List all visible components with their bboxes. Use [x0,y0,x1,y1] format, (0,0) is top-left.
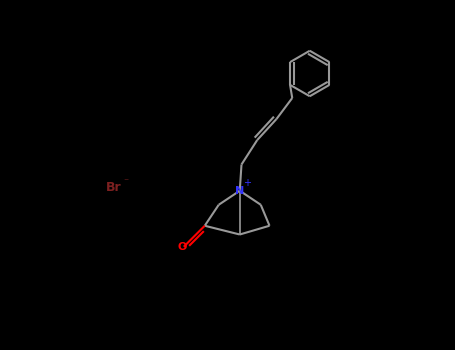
Text: N: N [235,186,244,196]
Text: +: + [243,178,252,188]
Text: ⁻: ⁻ [124,177,129,187]
Text: Br: Br [106,181,121,194]
Text: O: O [177,242,187,252]
